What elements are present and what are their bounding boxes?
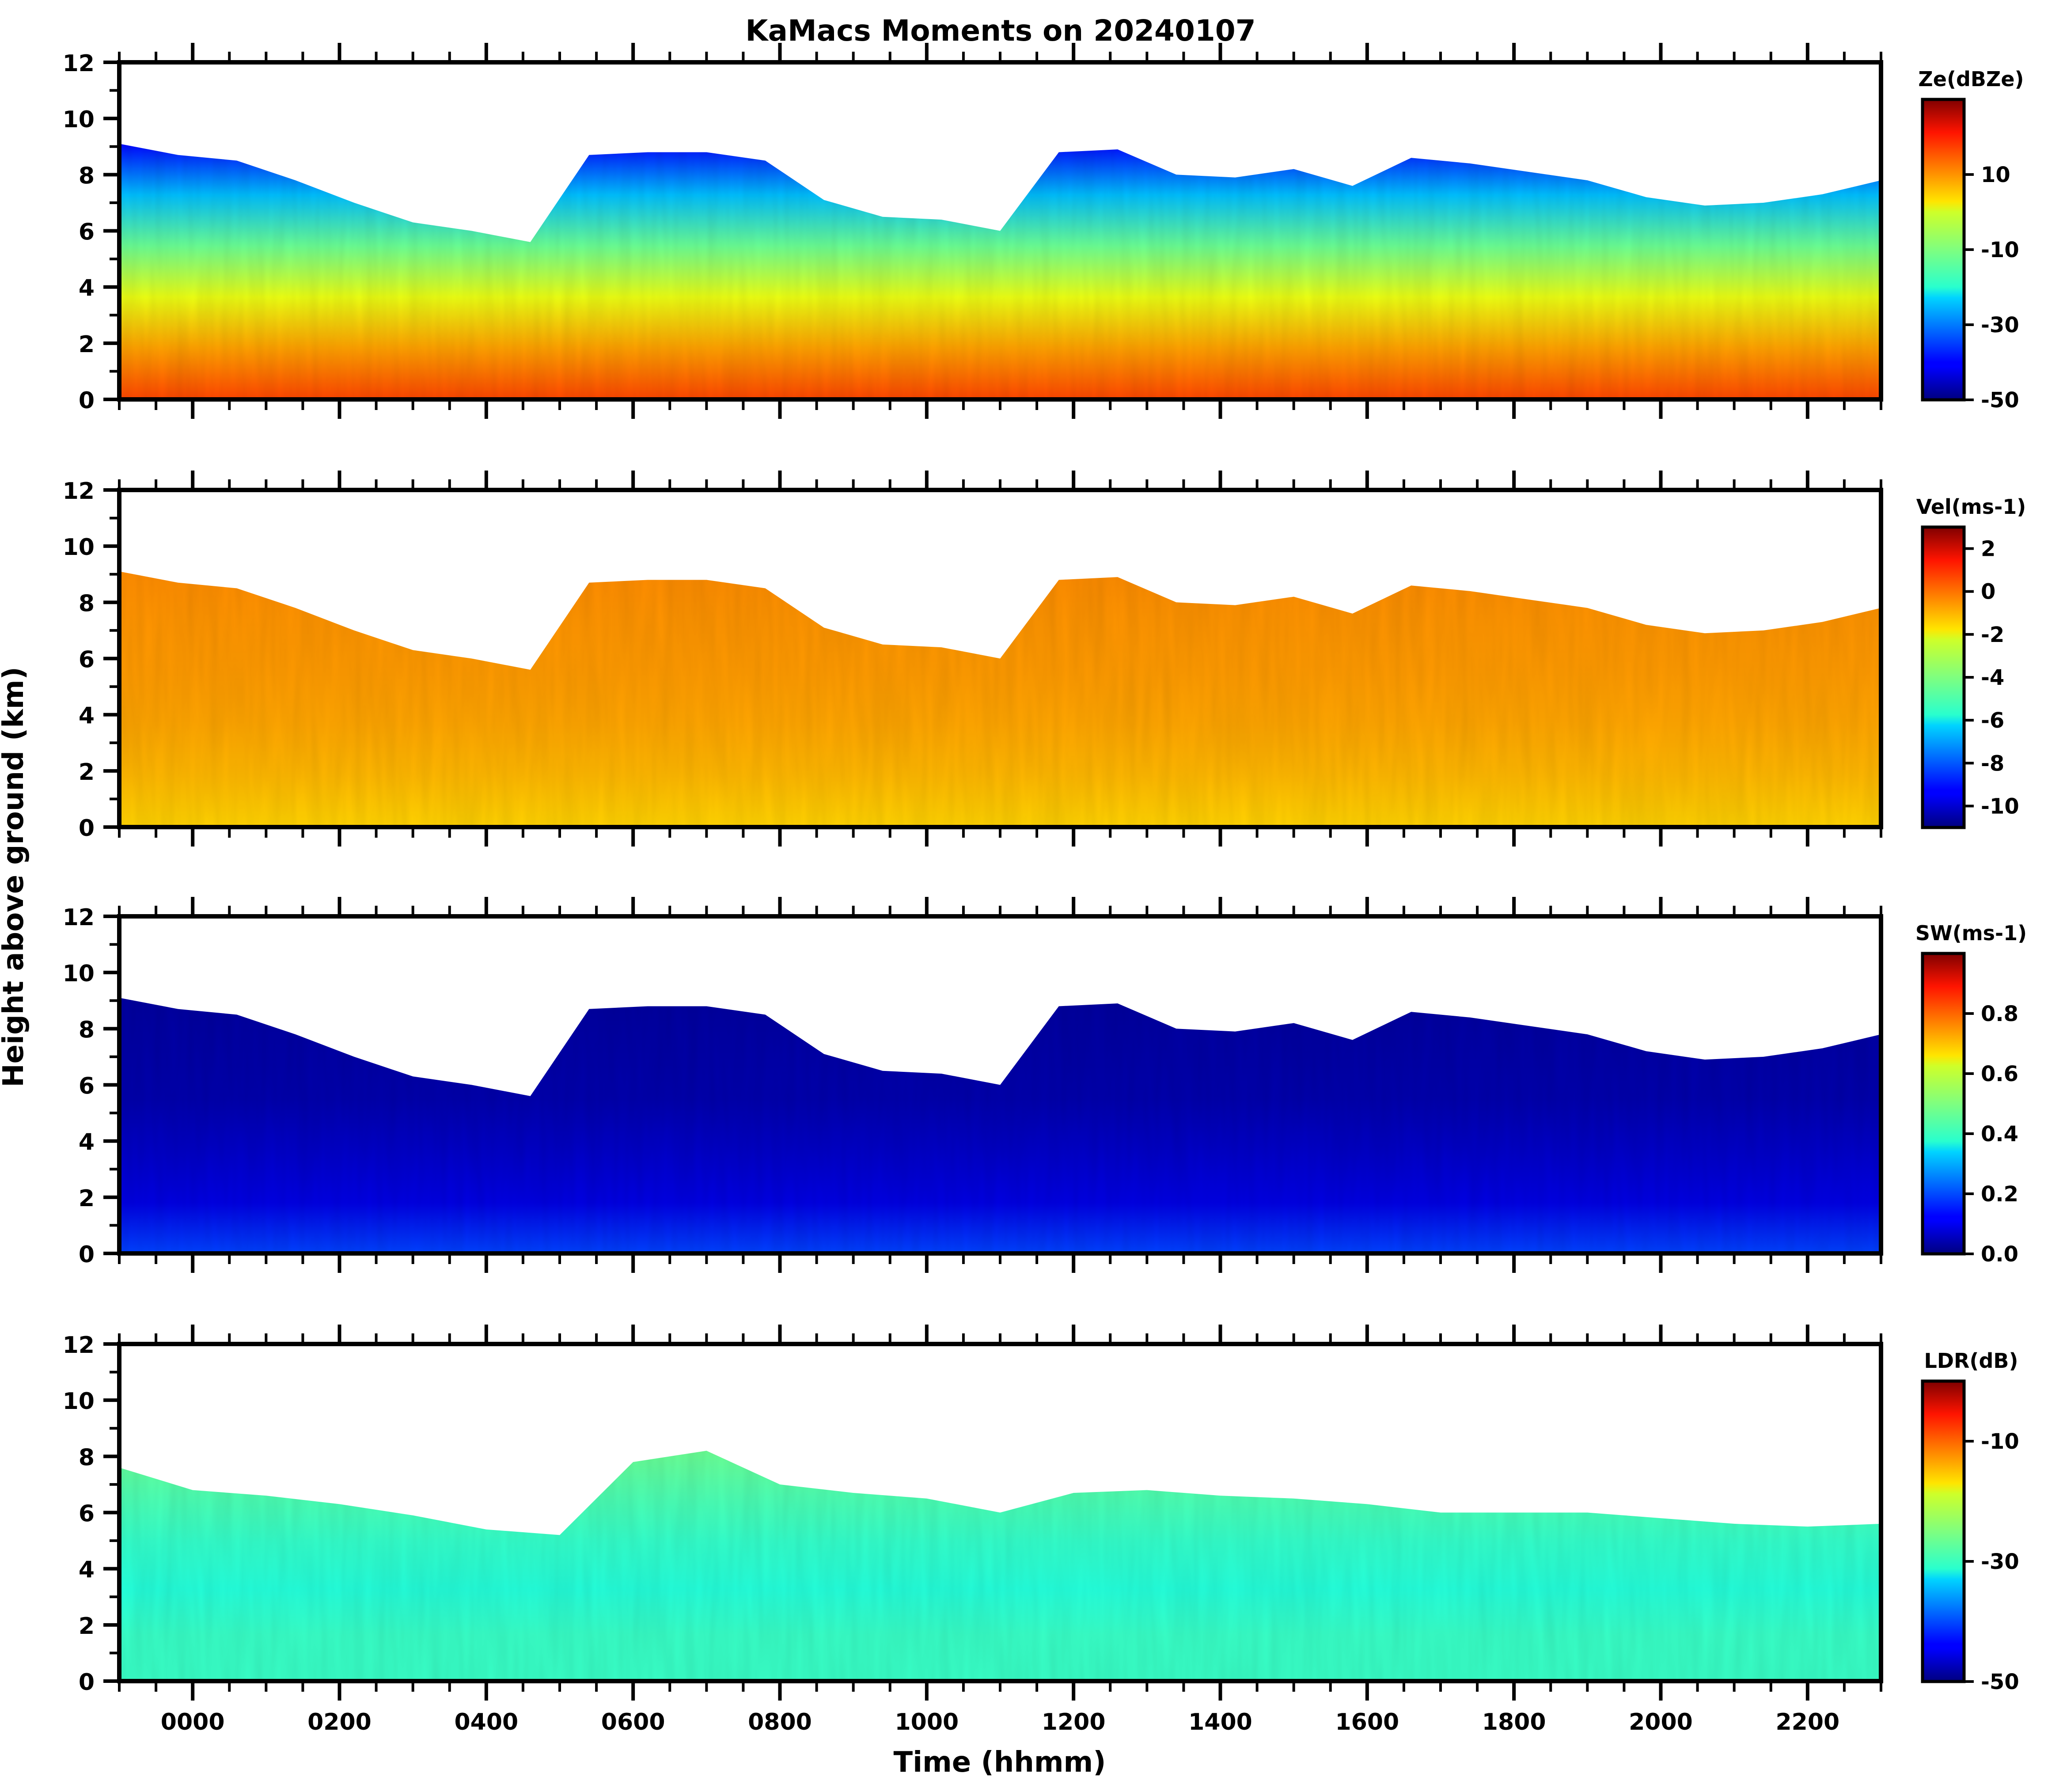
y-tick-label: 10	[63, 1388, 95, 1415]
y-tick-label: 10	[63, 961, 95, 987]
y-tick-label: 8	[79, 163, 95, 189]
colorbar	[1921, 98, 1966, 402]
cloud-field	[119, 1450, 1881, 1681]
y-tick-label: 12	[63, 904, 95, 931]
colorbar-label: Ze(dBZe)	[1918, 67, 2024, 91]
x-axis-label: Time (hhmm)	[894, 1746, 1106, 1779]
x-tick-label: 0600	[601, 1709, 665, 1735]
y-tick-label: 2	[79, 1185, 95, 1212]
y-tick-label: 0	[79, 815, 95, 842]
cloud-texture	[119, 1450, 1881, 1681]
colorbar-tick-label: -10	[1981, 1429, 2019, 1454]
y-axis-label: Height above ground (km)	[0, 667, 30, 1087]
colorbar-label: Vel(ms-1)	[1916, 495, 2026, 519]
colorbar-tick-label: 0.0	[1981, 1242, 2018, 1267]
colorbar-tick-label: -10	[1981, 238, 2019, 262]
colorbar-tick-label: -2	[1981, 623, 2004, 647]
y-tick-label: 4	[79, 275, 95, 302]
y-tick-label: 8	[79, 590, 95, 617]
cloud-field	[119, 571, 1881, 827]
colorbar-tick-label: -30	[1981, 1549, 2019, 1574]
y-tick-label: 8	[79, 1017, 95, 1043]
y-tick-label: 2	[79, 759, 95, 786]
panel-sw: 0 2 4 6 8 10 12 SW(ms-1) 0.8 0.6 0.4 0.2 0.0	[63, 897, 2027, 1273]
y-tick-label: 12	[63, 478, 95, 505]
y-tick-label: 6	[79, 219, 95, 246]
y-tick-label: 4	[79, 1557, 95, 1583]
y-tick-label: 0	[79, 387, 95, 414]
cloud-field	[119, 144, 1881, 399]
x-tick-label: 1800	[1482, 1709, 1546, 1735]
colorbar-tick-label: -50	[1981, 1670, 2019, 1694]
colorbar-tick-label: 0.8	[1981, 1002, 2018, 1026]
colorbar	[1921, 1379, 1966, 1683]
colorbar-tick-label: 10	[1981, 163, 2010, 187]
x-tick-label: 1200	[1042, 1709, 1106, 1735]
y-tick-label: 2	[79, 1613, 95, 1640]
y-tick-label: 8	[79, 1444, 95, 1471]
colorbar-tick-label: -50	[1981, 388, 2019, 413]
cloud-texture	[119, 571, 1881, 827]
colorbar	[1921, 525, 1966, 829]
y-tick-label: 6	[79, 1073, 95, 1100]
y-tick-label: 10	[63, 106, 95, 133]
x-tick-label: 1400	[1188, 1709, 1252, 1735]
colorbar-tick-label: 0.6	[1981, 1062, 2018, 1086]
y-tick-label: 12	[63, 50, 95, 77]
x-tick-label: 2200	[1775, 1709, 1839, 1735]
x-tick-label: 0200	[307, 1709, 372, 1735]
y-tick-label: 2	[79, 331, 95, 358]
x-tick-label: 2000	[1629, 1709, 1693, 1735]
cloud-texture	[119, 144, 1881, 399]
colorbar-tick-label: -4	[1981, 665, 2004, 690]
y-tick-label: 0	[79, 1241, 95, 1268]
y-tick-label: 6	[79, 647, 95, 673]
x-tick-label: 0000	[161, 1709, 225, 1735]
colorbar-tick-label: -30	[1981, 313, 2019, 338]
colorbar-tick-label: 0.4	[1981, 1122, 2018, 1147]
y-tick-label: 12	[63, 1332, 95, 1359]
colorbar-tick-label: -10	[1981, 794, 2019, 819]
colorbar-label: LDR(dB)	[1924, 1349, 2018, 1373]
x-tick-label: 1600	[1335, 1709, 1399, 1735]
colorbar-tick-label: -8	[1981, 751, 2004, 776]
y-tick-label: 6	[79, 1501, 95, 1527]
y-tick-label: 4	[79, 703, 95, 729]
panel-ldr: 0 2 4 6 8 10 12 0000 0200 0400 0600 0800 1000 1200 140…	[63, 1325, 2019, 1735]
cloud-texture	[119, 998, 1881, 1253]
panel-ze: 0 2 4 6 8 10 12 Ze(dBZe) 10 -10 -30 -50	[63, 43, 2024, 419]
x-tick-label: 0400	[454, 1709, 518, 1735]
colorbar-tick-label: 0	[1981, 580, 1995, 604]
x-tick-label: 0800	[748, 1709, 812, 1735]
x-tick-label: 1000	[895, 1709, 959, 1735]
colorbar-label: SW(ms-1)	[1915, 921, 2027, 945]
panel-vel: 0 2 4 6 8 10 12 Vel(ms-1) 2 0 -2 -4 -6 -8 -10	[63, 471, 2026, 847]
colorbar-tick-label: -6	[1981, 708, 2004, 733]
colorbar	[1921, 952, 1966, 1256]
y-tick-label: 4	[79, 1129, 95, 1156]
y-tick-label: 0	[79, 1669, 95, 1696]
colorbar-tick-label: 2	[1981, 537, 1995, 562]
panels-group: 0 2 4 6 8 10 12 Ze(dBZe) 10 -10 -30 -50 0 2 4 6 8 10 12 Vel…	[63, 43, 2027, 1735]
colorbar-tick-label: 0.2	[1981, 1182, 2018, 1207]
figure-title: KaMacs Moments on 20240107	[745, 14, 1255, 48]
y-tick-label: 10	[63, 534, 95, 561]
cloud-field	[119, 998, 1881, 1253]
